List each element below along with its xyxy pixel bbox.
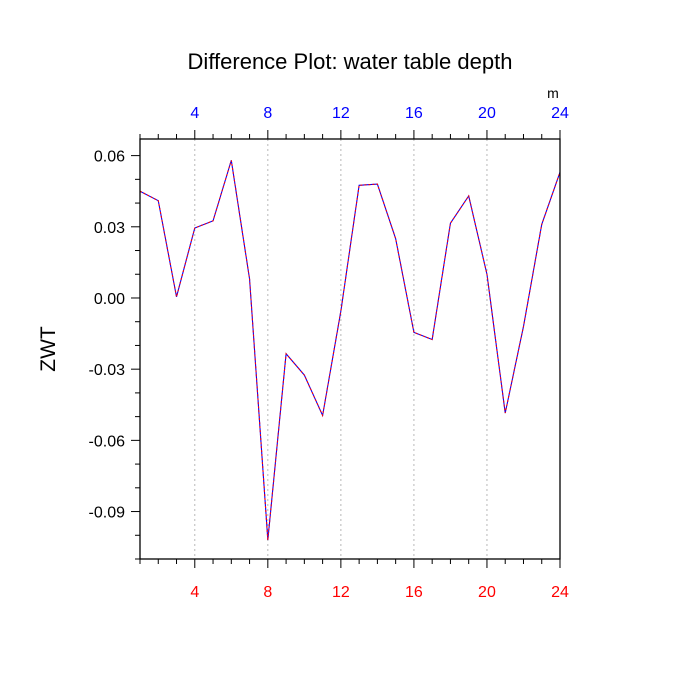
plot-frame	[139, 138, 561, 560]
grid-lines	[194, 139, 488, 559]
y-tick-label: 0.06	[94, 149, 125, 166]
axis-ticks	[131, 130, 561, 568]
x-tick-label-top: 4	[190, 105, 199, 122]
x-tick-label-bottom: 12	[332, 584, 350, 601]
tick-labels: 0.06 0.03 0.00 -0.03 -0.06 -0.09 4 8 12 16 20 24 4 8 1…	[89, 105, 569, 601]
y-tick-label: 0.00	[94, 291, 125, 308]
y-tick-label: 0.03	[94, 220, 125, 237]
x-tick-label-bottom: 24	[551, 584, 569, 601]
x-tick-label-bottom: 20	[478, 584, 496, 601]
x-tick-label-bottom: 16	[405, 584, 423, 601]
chart-title: Difference Plot: water table depth	[188, 49, 513, 74]
x-tick-label-bottom: 4	[190, 584, 199, 601]
series-line-dash	[139, 160, 561, 541]
y-tick-label: -0.09	[89, 505, 126, 522]
x-tick-label-top: 8	[263, 105, 272, 122]
x-tick-label-top: 20	[478, 105, 496, 122]
y-axis-label: ZWT	[37, 326, 60, 372]
x-tick-label-top: 24	[551, 105, 569, 122]
x-tick-label-bottom: 8	[263, 584, 272, 601]
top-axis-unit: m	[547, 85, 559, 101]
plot-area	[139, 160, 561, 541]
x-tick-label-top: 16	[405, 105, 423, 122]
x-tick-label-top: 12	[332, 105, 350, 122]
y-tick-label: -0.06	[89, 433, 126, 450]
y-tick-label: -0.03	[89, 362, 126, 379]
